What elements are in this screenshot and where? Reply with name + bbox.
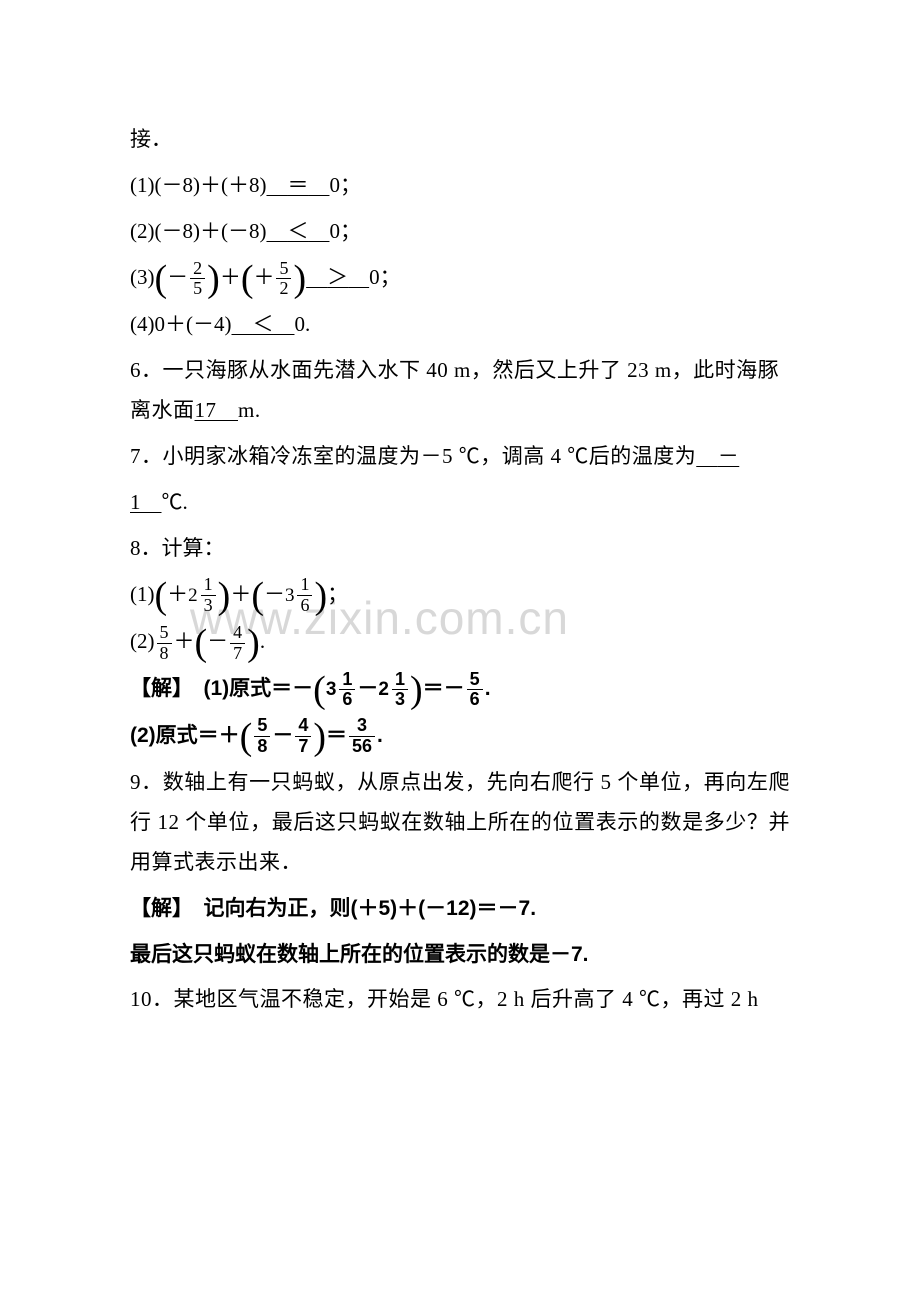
- sol1-mid: ＝－: [423, 677, 465, 700]
- mixed-number: 316: [326, 670, 358, 711]
- paren-right-icon: ): [218, 579, 231, 613]
- paren-left-icon: (: [313, 673, 326, 707]
- q8-solution1: 【解】 (1)原式＝－(316－213)＝－56.: [130, 669, 790, 710]
- q8-item1-prefix: (1): [130, 582, 155, 606]
- fraction: 58: [157, 623, 172, 664]
- q5-item3: (3)(－25)＋(＋52) ＞ 0；: [130, 258, 790, 299]
- q5-item1-prefix: (1)(－8)＋(＋8): [130, 173, 266, 197]
- q5-item3-prefix: (3): [130, 265, 155, 289]
- q9-text: 9．数轴上有一只蚂蚁，从原点出发，先向右爬行 5 个单位，再向左爬行 12 个单…: [130, 763, 790, 883]
- paren-right-icon: ): [314, 579, 327, 613]
- q9-solution: 【解】 记向右为正，则(＋5)＋(－12)＝－7.: [130, 889, 790, 929]
- paren-left-icon: (: [251, 579, 264, 613]
- paren-right-icon: ): [313, 720, 326, 754]
- mixed-number: 213: [378, 670, 410, 711]
- sol2-mid: ＝: [326, 724, 347, 747]
- q7-after: ℃.: [162, 490, 188, 514]
- q7-text-line2: 1 ℃.: [130, 483, 790, 523]
- q8-solution2: (2)原式＝＋(58－47)＝356.: [130, 716, 790, 757]
- paren-right-icon: ): [293, 262, 306, 296]
- q8-item2-prefix: (2): [130, 629, 155, 653]
- q5-item4-answer: ＜: [231, 312, 294, 336]
- q5-item4: (4)0＋(－4) ＜ 0.: [130, 305, 790, 345]
- fraction: 58: [254, 716, 270, 757]
- q6-text: 6．一只海豚从水面先潜入水下 40 m，然后又上升了 23 m，此时海豚离水面1…: [130, 351, 790, 431]
- continuation-word: 接．: [130, 120, 790, 160]
- q9-solution-line2: 最后这只蚂蚁在数轴上所在的位置表示的数是－7.: [130, 935, 790, 975]
- q8-title: 8．计算：: [130, 529, 790, 569]
- q5-item2-answer: ＜: [266, 219, 329, 243]
- fraction: 56: [467, 670, 483, 711]
- q5-item2-suffix: 0；: [329, 219, 361, 243]
- paren-left-icon: (: [155, 579, 168, 613]
- solution-label: 【解】: [130, 897, 183, 920]
- q5-item2: (2)(－8)＋(－8) ＜ 0；: [130, 212, 790, 252]
- paren-left-icon: (: [240, 720, 253, 754]
- paren-left-icon: (: [241, 262, 254, 296]
- q8-item1: (1)(＋213)＋(－316)；: [130, 575, 790, 616]
- fraction: 356: [349, 716, 375, 757]
- paren-right-icon: ): [247, 626, 260, 660]
- sol2-prefix: (2)原式＝＋: [130, 724, 240, 747]
- q7-answer-part2: 1: [130, 490, 162, 514]
- q6-answer: 17: [195, 398, 239, 422]
- solution-label: 【解】: [130, 677, 183, 700]
- paren-left-icon: (: [195, 626, 208, 660]
- fraction: 47: [295, 716, 311, 757]
- q9-sol-text: 记向右为正，则(＋5)＋(－12)＝－7.: [204, 897, 537, 920]
- paren-right-icon: ): [410, 673, 423, 707]
- fraction: 52: [276, 259, 291, 300]
- q5-item1: (1)(－8)＋(＋8) ＝ 0；: [130, 166, 790, 206]
- q5-item3-answer: ＞: [306, 265, 369, 289]
- q7-before: 7．小明家冰箱冷冻室的温度为－5 ℃，调高 4 ℃后的温度为: [130, 444, 696, 468]
- fraction: 25: [190, 259, 205, 300]
- q7-answer-part1: －: [696, 444, 739, 468]
- paren-right-icon: ): [207, 262, 220, 296]
- mixed-number: 213: [188, 575, 218, 616]
- q5-item4-suffix: 0.: [294, 312, 310, 336]
- q7-text: 7．小明家冰箱冷冻室的温度为－5 ℃，调高 4 ℃后的温度为 －: [130, 437, 790, 477]
- q5-item2-prefix: (2)(－8)＋(－8): [130, 219, 266, 243]
- document-body: 接． (1)(－8)＋(＋8) ＝ 0； (2)(－8)＋(－8) ＜ 0； (…: [130, 120, 790, 1020]
- q8-item2: (2)58＋(－47).: [130, 622, 790, 663]
- q10-text: 10．某地区气温不稳定，开始是 6 ℃，2 h 后升高了 4 ℃，再过 2 h: [130, 980, 790, 1020]
- q5-item4-prefix: (4)0＋(－4): [130, 312, 231, 336]
- q5-item3-suffix: 0；: [369, 265, 401, 289]
- sol1-prefix: (1)原式＝－: [204, 677, 314, 700]
- mixed-number: 316: [285, 575, 315, 616]
- q6-after: m.: [238, 398, 261, 422]
- q5-item1-answer: ＝: [266, 173, 329, 197]
- fraction: 47: [230, 623, 245, 664]
- paren-left-icon: (: [155, 262, 168, 296]
- q5-item1-suffix: 0；: [329, 173, 361, 197]
